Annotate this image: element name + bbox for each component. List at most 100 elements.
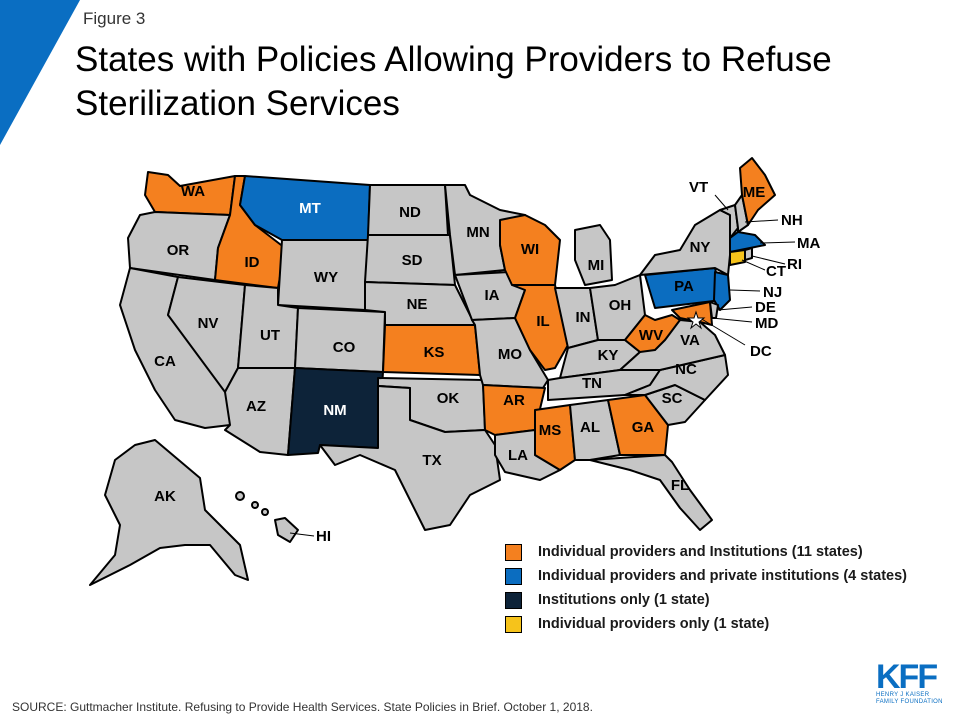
logo-subtitle-line1: HENRY J KAISER: [876, 692, 930, 698]
label-UT: UT: [260, 327, 280, 344]
label-AR: AR: [503, 392, 525, 409]
legend-item: Individual providers and Institutions (1…: [505, 540, 907, 564]
legend-swatch-individual-and-institutions: [505, 543, 522, 561]
state-RI[interactable]: [744, 247, 753, 261]
label-MO: MO: [498, 346, 522, 363]
hi-island-2: [251, 501, 259, 509]
state-NC[interactable]: [624, 354, 729, 401]
logo-mark: KFF: [876, 658, 938, 696]
leader-MD: [711, 317, 753, 323]
state-WV[interactable]: [624, 314, 681, 353]
label-SC: SC: [662, 390, 683, 407]
label-ND: ND: [399, 204, 421, 221]
state-HI[interactable]: [274, 517, 299, 543]
label-NM: NM: [323, 402, 346, 419]
hi-island-3: [261, 508, 269, 516]
label-VA: VA: [680, 332, 700, 349]
label-MA: MA: [797, 235, 820, 252]
label-TX: TX: [422, 452, 441, 469]
kff-logo: KFF HENRY J KAISER FAMILY FOUNDATION: [876, 658, 946, 706]
leader-MA: [759, 241, 796, 244]
label-CT: CT: [766, 263, 786, 280]
legend-item: Individual providers only (1 state): [505, 612, 907, 636]
label-AK: AK: [154, 488, 176, 505]
label-DE: DE: [755, 299, 776, 316]
label-MT: MT: [299, 200, 321, 217]
label-RI: RI: [787, 256, 802, 273]
legend-swatch-institutions-only: [505, 591, 522, 609]
page-title: States with Policies Allowing Providers …: [75, 40, 832, 123]
figure-label: Figure 3: [83, 9, 146, 28]
label-TN: TN: [582, 375, 602, 392]
label-CA: CA: [154, 353, 176, 370]
label-OH: OH: [609, 297, 632, 314]
label-NE: NE: [407, 296, 428, 313]
label-LA: LA: [508, 447, 528, 464]
hi-island-1: [235, 491, 245, 501]
label-AZ: AZ: [246, 398, 266, 415]
leader-VT: [714, 194, 729, 211]
state-CT[interactable]: [729, 249, 746, 266]
source-note: SOURCE: Guttmacher Institute. Refusing t…: [12, 700, 593, 714]
label-FL: FL: [671, 477, 689, 494]
label-AL: AL: [580, 419, 600, 436]
corner-accent-triangle: [0, 0, 80, 145]
label-GA: GA: [632, 419, 655, 436]
state-NJ[interactable]: [713, 271, 731, 311]
legend-label: Individual providers and private institu…: [538, 568, 908, 584]
label-ID: ID: [245, 254, 260, 271]
label-WV: WV: [639, 327, 663, 344]
label-ME: ME: [743, 184, 766, 201]
logo-subtitle-line2: FAMILY FOUNDATION: [876, 699, 943, 705]
label-MI: MI: [588, 257, 605, 274]
legend-label: Institutions only (1 state): [538, 592, 710, 608]
leader-CT: [741, 259, 766, 271]
state-DE[interactable]: [709, 301, 719, 319]
label-NY: NY: [690, 239, 711, 256]
map-legend: Individual providers and Institutions (1…: [505, 540, 907, 636]
leader-RI: [751, 255, 786, 265]
legend-item: Institutions only (1 state): [505, 588, 907, 612]
label-NH: NH: [781, 212, 803, 229]
label-WI: WI: [521, 241, 539, 258]
label-CO: CO: [333, 339, 356, 356]
label-HI: HI: [316, 528, 331, 545]
legend-swatch-individual-only: [505, 615, 522, 633]
state-AK[interactable]: [89, 439, 249, 586]
label-KS: KS: [424, 344, 445, 361]
label-NV: NV: [198, 315, 219, 332]
leader-HI: [289, 532, 315, 537]
label-MD: MD: [755, 315, 778, 332]
label-NC: NC: [675, 361, 697, 378]
legend-label: Individual providers only (1 state): [538, 616, 770, 632]
state-TX[interactable]: [319, 385, 501, 531]
label-MN: MN: [466, 224, 489, 241]
state-VT[interactable]: [719, 204, 739, 239]
label-VT: VT: [689, 179, 708, 196]
leader-NH: [744, 219, 779, 223]
state-NY[interactable]: [639, 209, 731, 276]
leader-NJ: [729, 289, 761, 292]
label-NJ: NJ: [763, 284, 782, 301]
label-IN: IN: [576, 309, 591, 326]
dc-star-icon: [686, 310, 706, 330]
state-ME[interactable]: [739, 157, 776, 226]
state-FL[interactable]: [589, 454, 713, 531]
state-AL[interactable]: [569, 399, 621, 461]
label-WA: WA: [181, 183, 205, 200]
label-OR: OR: [167, 242, 190, 259]
legend-swatch-individual-and-private: [505, 567, 522, 585]
legend-item: Individual providers and private institu…: [505, 564, 907, 588]
state-MI[interactable]: [574, 224, 613, 286]
leader-DE: [717, 306, 753, 311]
label-PA: PA: [674, 278, 694, 295]
label-MS: MS: [539, 422, 562, 439]
legend-label: Individual providers and Institutions (1…: [538, 544, 863, 560]
leader-DC: [699, 317, 746, 346]
state-NH[interactable]: [734, 194, 749, 233]
state-MS[interactable]: [534, 404, 576, 471]
label-IL: IL: [536, 313, 549, 330]
label-WY: WY: [314, 269, 338, 286]
label-KY: KY: [598, 347, 619, 364]
